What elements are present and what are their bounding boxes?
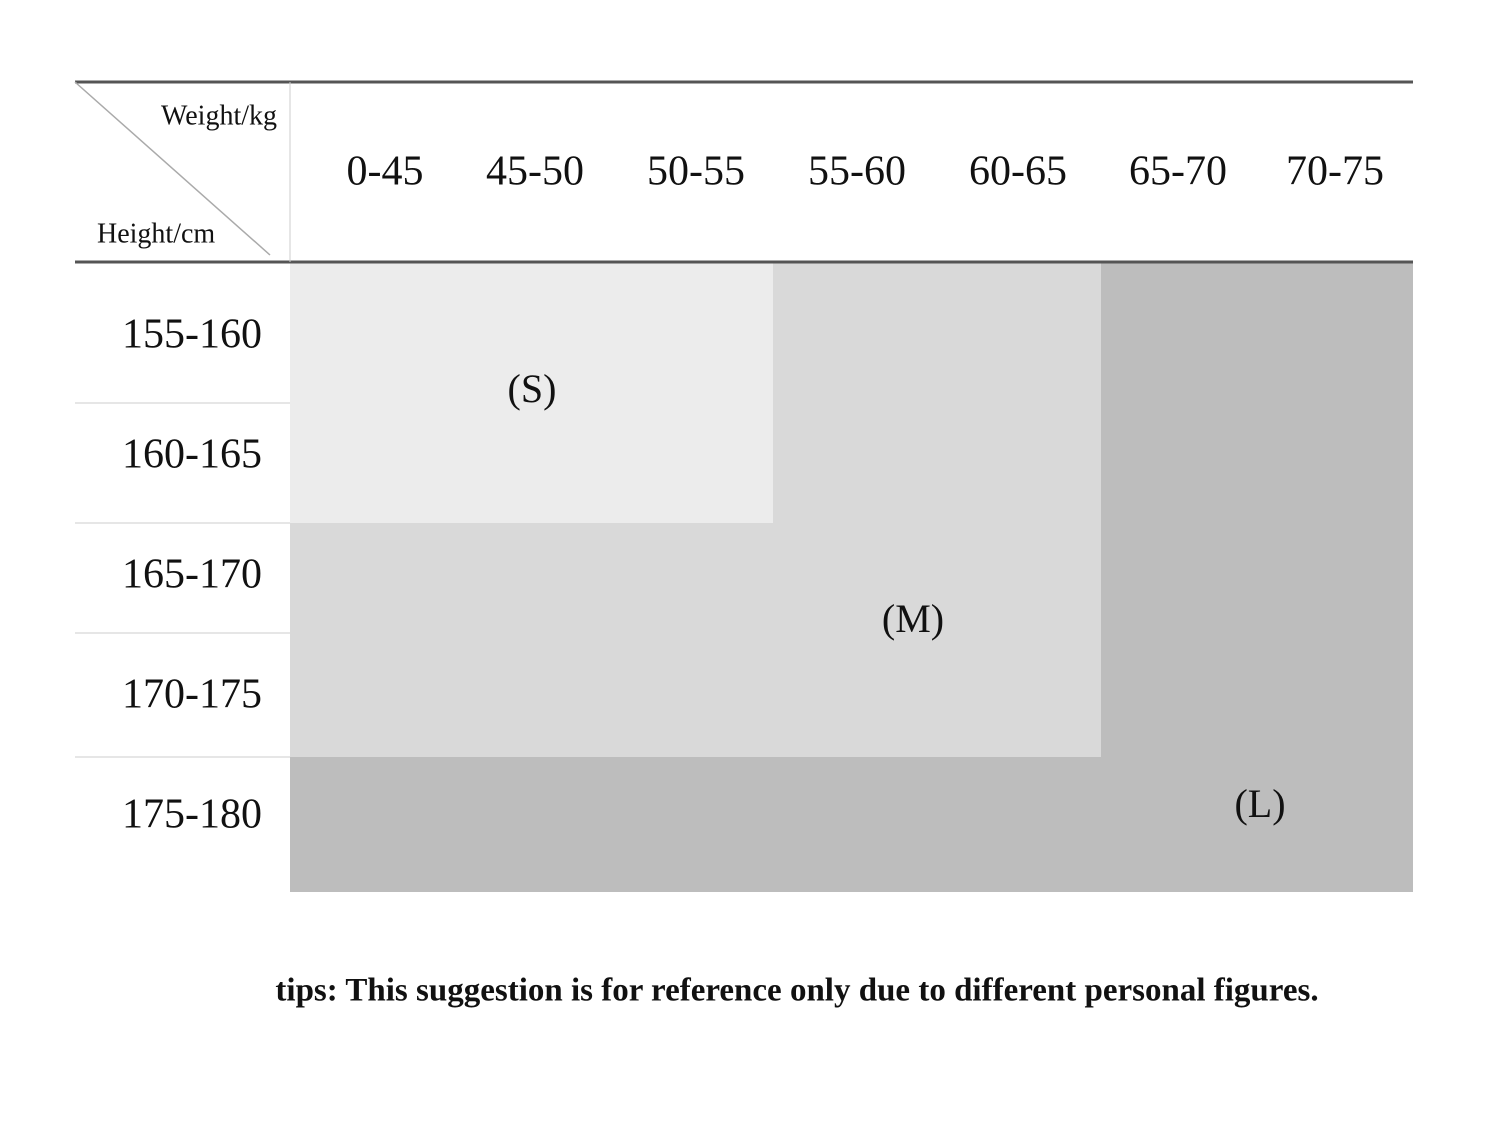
- column-header: 55-60: [808, 149, 906, 195]
- region-label: (S): [508, 366, 557, 411]
- column-header: 60-65: [969, 149, 1067, 195]
- row-header: 175-180: [122, 792, 262, 838]
- region-label: (L): [1234, 781, 1285, 826]
- column-header: 70-75: [1286, 149, 1384, 195]
- tips: tips: This suggestion is for reference o…: [275, 973, 1318, 1009]
- row-header: 155-160: [122, 312, 262, 358]
- column-header: 50-55: [647, 149, 745, 195]
- height-label: Height/cm: [97, 218, 215, 249]
- row-header: 165-170: [122, 552, 262, 598]
- row-header: 160-165: [122, 432, 262, 478]
- row-header: 170-175: [122, 672, 262, 718]
- region-s: [290, 262, 773, 523]
- corner-diagonal: [74, 81, 271, 256]
- weight-label: Weight/kg: [161, 100, 277, 131]
- column-header: 0-45: [347, 149, 424, 195]
- column-header: 65-70: [1129, 149, 1227, 195]
- region-label: (M): [882, 596, 944, 641]
- column-header: 45-50: [486, 149, 584, 195]
